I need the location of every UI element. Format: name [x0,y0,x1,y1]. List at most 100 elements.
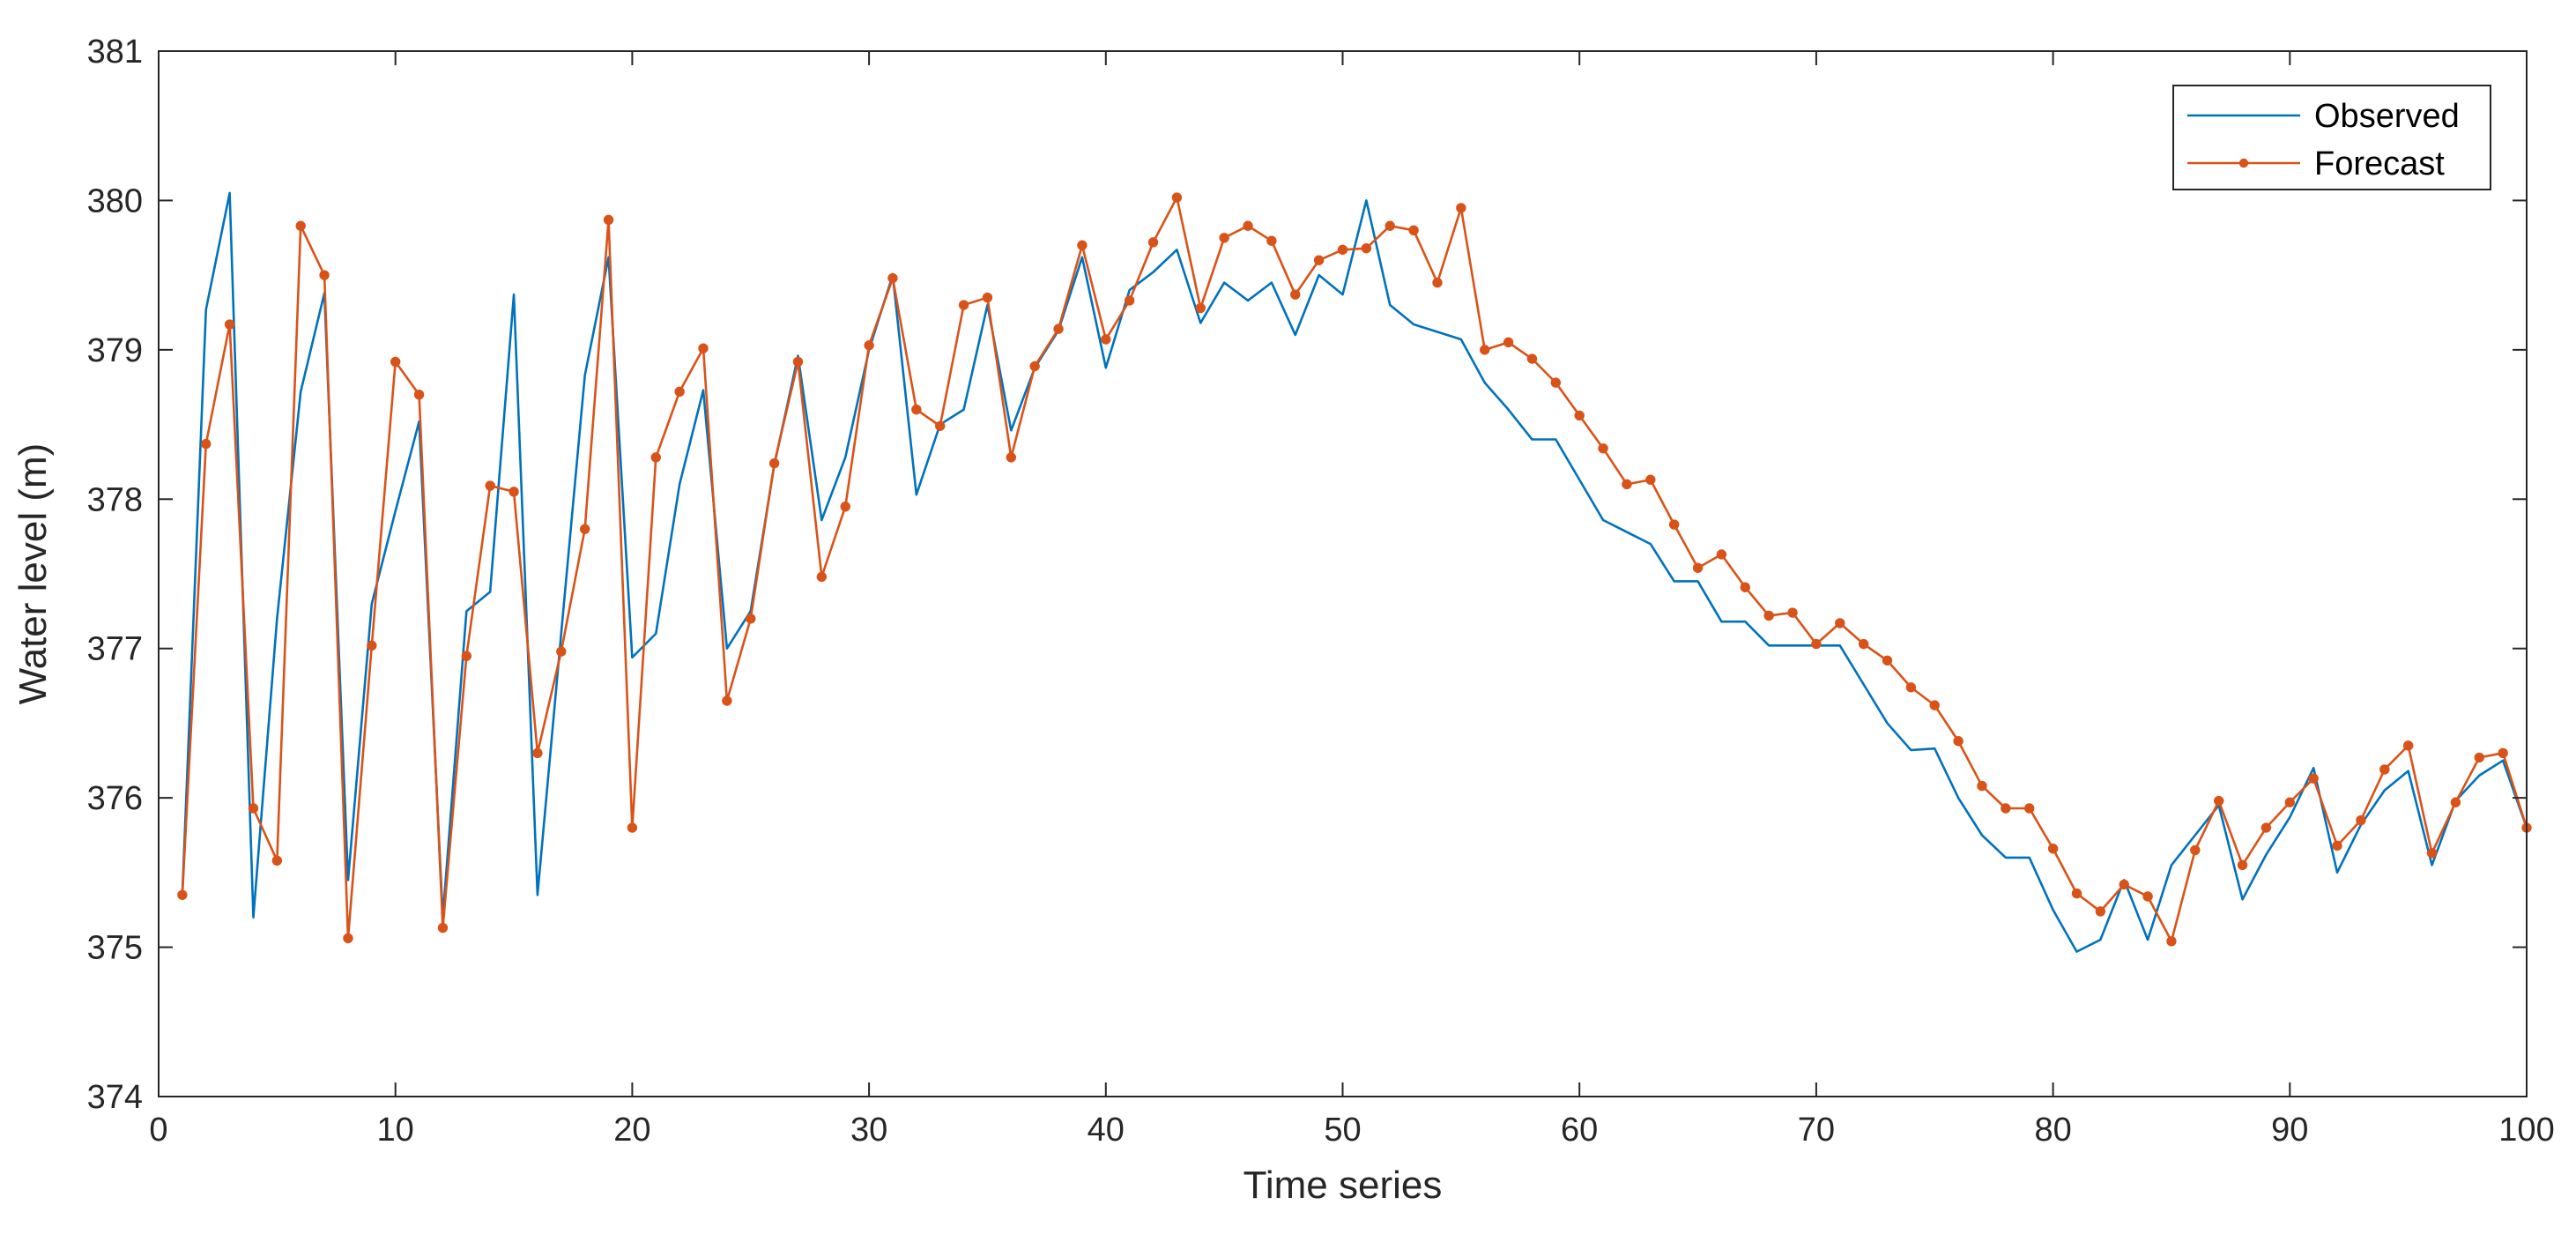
data-point-forecast [2260,822,2272,833]
data-point-forecast [1740,582,1750,592]
data-point-forecast [1243,220,1253,231]
data-point-forecast [1953,736,1964,747]
data-point-forecast [1787,607,1798,618]
data-point-forecast [1337,244,1348,256]
y-tick-label: 381 [87,33,143,71]
data-point-forecast [556,646,567,657]
data-point-forecast [674,386,685,397]
data-point-forecast [1503,337,1514,348]
data-point-forecast [2119,879,2129,890]
data-point-forecast [627,822,638,833]
data-point-forecast [2284,797,2296,807]
data-point-forecast [271,855,283,866]
data-point-forecast [1313,255,1325,265]
data-point-forecast [958,300,969,310]
data-point-forecast [2498,747,2508,759]
axes-layer: 0 10 20 30 40 50 60 70 80 90 100 374 375 376 377 378 379… [87,33,2555,1149]
data-point-forecast [295,220,306,231]
data-point-forecast [2071,888,2082,899]
y-axis-label: Water level (m) [11,443,55,705]
y-tick-label: 374 [87,1079,143,1116]
x-tick-label: 40 [1088,1112,1125,1149]
x-tick-label: 70 [1798,1112,1835,1149]
data-point-forecast [1147,237,1159,248]
data-point-forecast [2402,740,2414,751]
series-forecast [177,192,2532,947]
data-point-forecast [319,270,330,280]
data-point-forecast [1811,638,1822,650]
data-point-forecast [201,438,212,450]
x-tick-label: 10 [377,1112,414,1149]
data-point-forecast [177,889,188,900]
data-point-forecast [2142,891,2153,902]
data-point-forecast [1124,295,1135,306]
data-point-forecast [343,933,353,944]
y-tick-label: 380 [87,182,143,219]
data-point-forecast [461,651,472,661]
data-point-forecast [367,640,377,651]
labels-layer: Time series Water level (m) [11,443,1442,1207]
x-tick-label: 100 [2498,1112,2554,1149]
legend-box [2172,85,2491,190]
legend: Observed Forecast [2172,85,2491,190]
data-point-forecast [532,747,543,759]
data-point-forecast [390,356,401,368]
data-point-forecast [2356,814,2366,826]
y-tick-label: 378 [87,481,143,518]
data-point-forecast [1077,240,1088,250]
series-observed [181,191,2528,953]
data-point-forecast [1290,289,1301,300]
data-point-forecast [2450,797,2461,807]
data-point-forecast [1858,638,1869,650]
x-axis-label: Time series [1243,1164,1443,1207]
data-point-forecast [224,319,235,330]
x-tick-label: 80 [2034,1112,2071,1149]
data-point-forecast [1598,443,1608,454]
data-point-forecast [1668,519,1680,530]
data-point-forecast [2024,803,2035,814]
data-point-forecast [1977,780,1987,792]
data-point-forecast [2190,844,2201,856]
data-point-forecast [579,524,590,534]
data-point-forecast [1053,324,1064,334]
series-line-forecast [181,196,2528,943]
plot-area [159,51,2527,1097]
data-point-forecast [650,452,661,463]
data-point-forecast [1526,353,1538,364]
x-tick-label: 0 [149,1112,167,1149]
y-tick-label: 375 [87,930,143,967]
data-point-forecast [2237,859,2248,871]
y-tick-label: 379 [87,332,143,369]
data-point-forecast [603,214,614,226]
y-tick-label: 376 [87,780,143,817]
data-point-forecast [1574,410,1585,421]
legend-label: Observed [2314,98,2460,135]
data-point-forecast [1882,655,1893,666]
data-point-forecast [792,356,804,368]
data-point-forecast [816,571,828,583]
x-tick-label: 20 [613,1112,650,1149]
data-point-forecast [248,803,259,814]
y-tick-label: 377 [87,631,143,668]
data-point-forecast [1716,549,1727,560]
data-point-forecast [1385,220,1395,231]
x-tick-label: 50 [1324,1112,1361,1149]
data-point-forecast [887,272,898,284]
data-point-forecast [2332,840,2342,852]
data-point-forecast [2166,936,2177,947]
data-point-forecast [2213,795,2224,807]
data-point-forecast [1550,377,1562,388]
x-tick-label: 90 [2271,1112,2308,1149]
data-point-forecast [509,487,519,497]
data-point-forecast [2474,752,2484,763]
data-point-forecast [2047,844,2059,854]
data-point-forecast [1929,700,1940,710]
data-point-forecast [485,480,495,491]
data-point-forecast [1219,233,1229,243]
legend-item-forecast: Forecast [2187,145,2445,182]
data-point-forecast [935,420,946,431]
data-point-forecast [746,614,756,624]
data-point-forecast [1692,562,1704,573]
